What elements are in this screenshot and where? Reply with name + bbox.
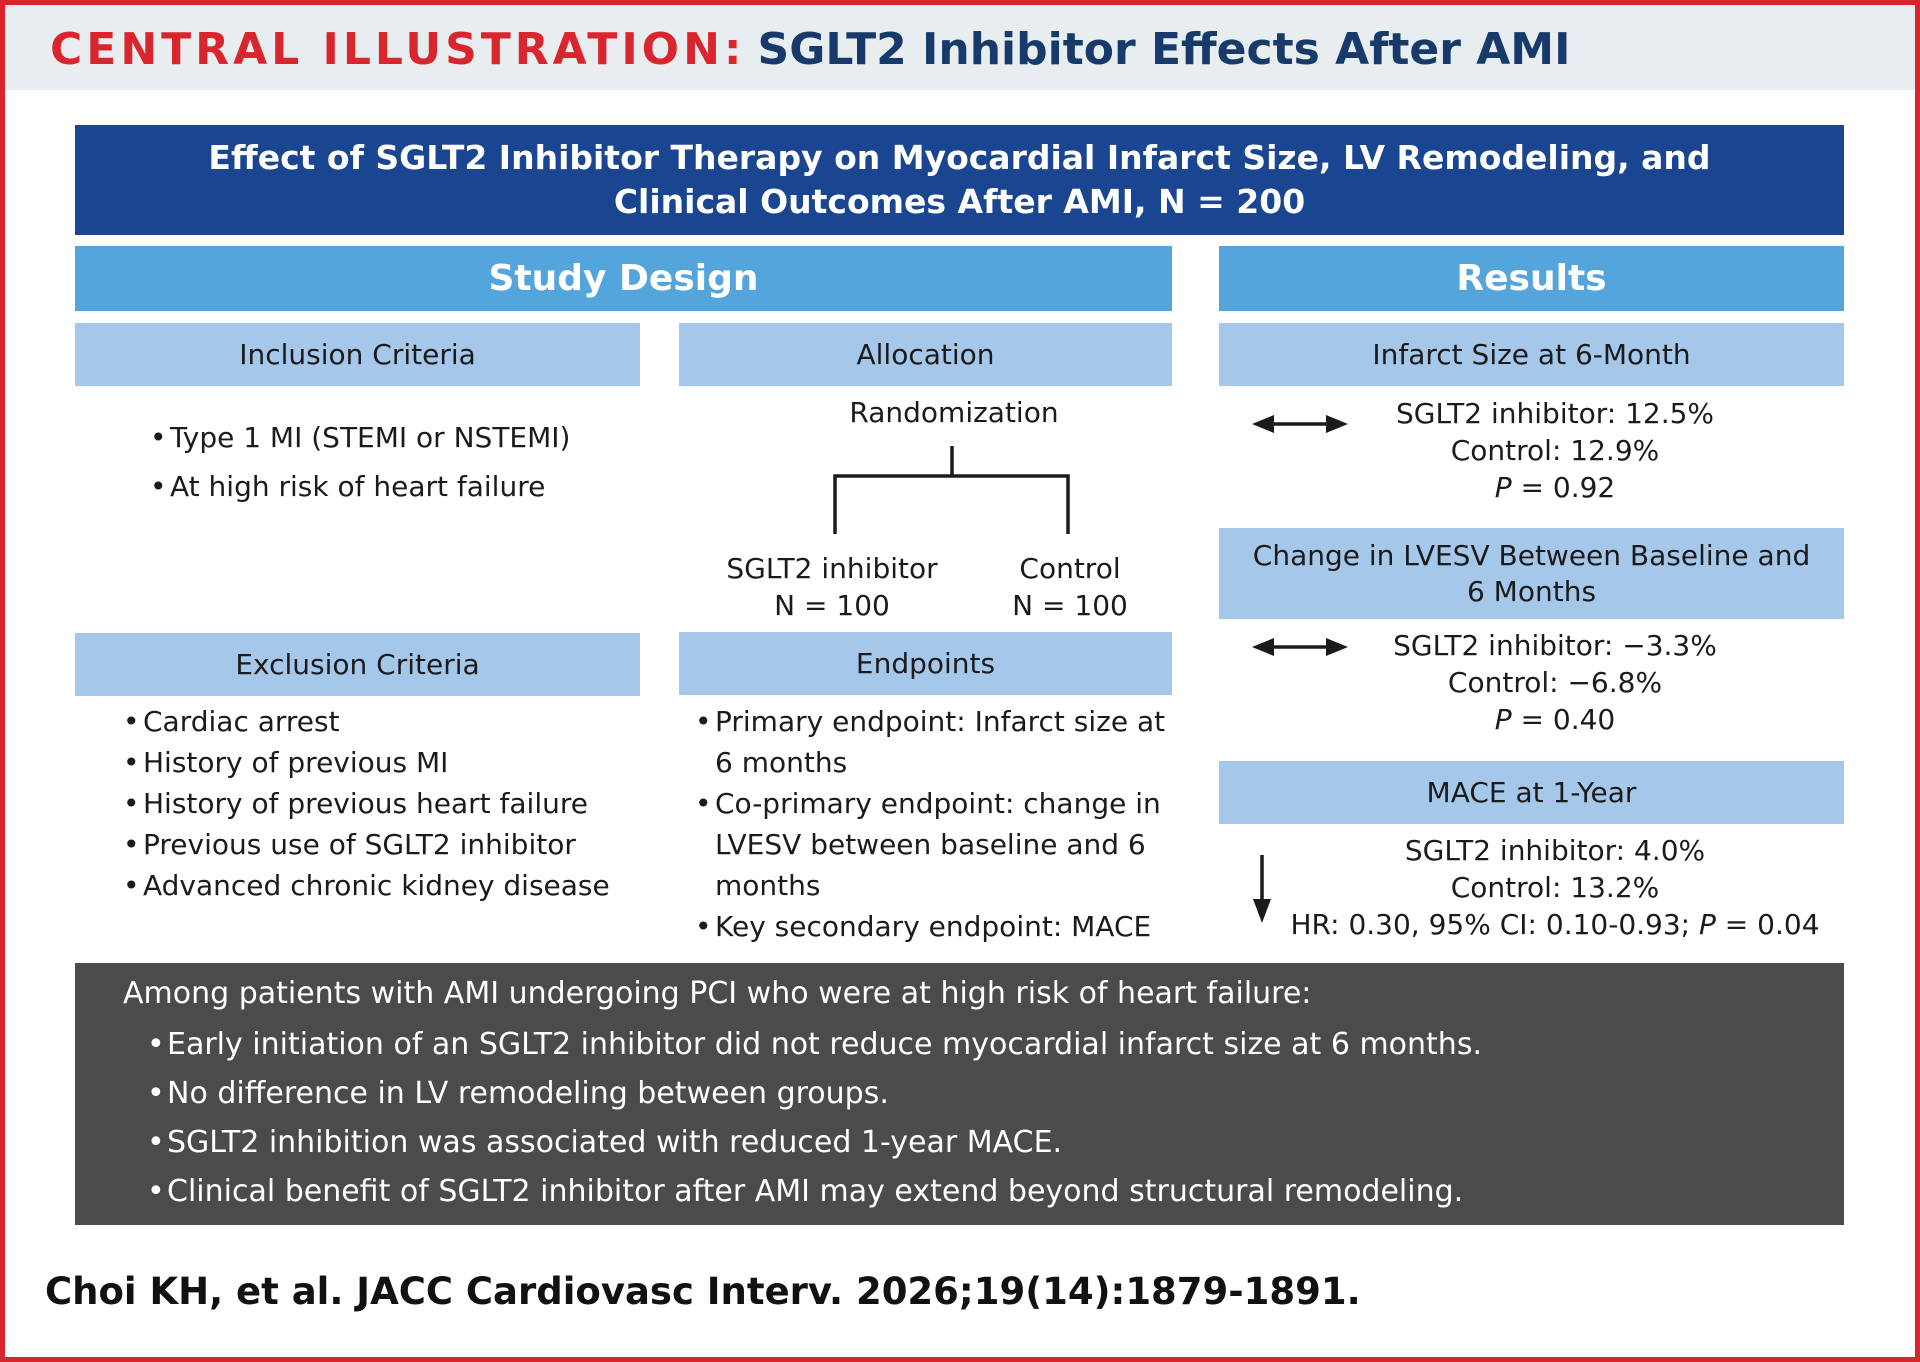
list-item: No difference in LV remodeling between g…: [147, 1069, 1482, 1118]
control-value: Control: 13.2%: [1450, 871, 1660, 904]
mace-header: MACE at 1-Year: [1219, 761, 1844, 824]
endpoints-header: Endpoints: [679, 632, 1172, 695]
list-item: Clinical benefit of SGLT2 inhibitor afte…: [147, 1167, 1482, 1216]
citation: Choi KH, et al. JACC Cardiovasc Interv. …: [45, 1270, 1361, 1313]
double-arrow-icon: [1252, 415, 1348, 433]
arm-name: Control: [1019, 552, 1121, 585]
endpoints-list: Primary endpoint: Infarct size at 6 mont…: [695, 701, 1175, 947]
summary-list: Early initiation of an SGLT2 inhibitor d…: [147, 1020, 1482, 1216]
study-title-line-1: Effect of SGLT2 Inhibitor Therapy on Myo…: [208, 138, 1711, 177]
list-item: History of previous heart failure: [123, 783, 643, 824]
randomization-label: Randomization: [849, 396, 1059, 429]
lvesv-change-header: Change in LVESV Between Baseline and 6 M…: [1219, 528, 1844, 619]
list-item: Type 1 MI (STEMI or NSTEMI): [150, 413, 620, 462]
list-item: Previous use of SGLT2 inhibitor: [123, 824, 643, 865]
inclusion-criteria-list: Type 1 MI (STEMI or NSTEMI) At high risk…: [150, 413, 620, 511]
header-label: CENTRAL ILLUSTRATION:: [50, 24, 746, 75]
header-subject: SGLT2 Inhibitor Effects After AMI: [757, 24, 1571, 75]
p-value: P = 0.92: [1494, 471, 1616, 504]
list-item: Primary endpoint: Infarct size at 6 mont…: [695, 701, 1175, 783]
results-header: Results: [1219, 246, 1844, 311]
infarct-size-header: Infarct Size at 6-Month: [1219, 323, 1844, 386]
control-value: Control: −6.8%: [1447, 666, 1663, 699]
allocation-arm-control: Control N = 100: [990, 550, 1150, 624]
bracket-arms: [833, 474, 1070, 534]
down-arrow-icon: [1253, 855, 1271, 923]
infarct-size-results: SGLT2 inhibitor: 12.5% Control: 12.9% P …: [1330, 395, 1780, 506]
study-design-header: Study Design: [75, 246, 1172, 311]
study-title-line-2: Clinical Outcomes After AMI, N = 200: [613, 182, 1306, 221]
study-title-banner: Effect of SGLT2 Inhibitor Therapy on Myo…: [75, 125, 1844, 235]
sglt2-value: SGLT2 inhibitor: 12.5%: [1395, 397, 1715, 430]
list-item: Cardiac arrest: [123, 701, 643, 742]
list-item: Early initiation of an SGLT2 inhibitor d…: [147, 1020, 1482, 1069]
p-value: P = 0.40: [1494, 703, 1616, 736]
mace-results: SGLT2 inhibitor: 4.0% Control: 13.2% HR:…: [1280, 832, 1830, 943]
arm-name: SGLT2 inhibitor: [726, 552, 938, 585]
list-item: SGLT2 inhibition was associated with red…: [147, 1118, 1482, 1167]
lvesv-results: SGLT2 inhibitor: −3.3% Control: −6.8% P …: [1330, 627, 1780, 738]
hazard-ratio: HR: 0.30, 95% CI: 0.10-0.93; P = 0.04: [1290, 908, 1820, 941]
arm-n: N = 100: [1012, 589, 1128, 622]
allocation-header: Allocation: [679, 323, 1172, 386]
allocation-arm-sglt2: SGLT2 inhibitor N = 100: [712, 550, 952, 624]
central-illustration-title: CENTRAL ILLUSTRATION: SGLT2 Inhibitor Eff…: [50, 20, 1570, 80]
control-value: Control: 12.9%: [1450, 434, 1660, 467]
allocation-bracket: [833, 446, 1070, 534]
list-item: At high risk of heart failure: [150, 462, 620, 511]
summary-box: Among patients with AMI undergoing PCI w…: [75, 963, 1844, 1225]
double-arrow-icon: [1252, 638, 1348, 656]
sglt2-value: SGLT2 inhibitor: 4.0%: [1404, 834, 1706, 867]
list-item: Co-primary endpoint: change in LVESV bet…: [695, 783, 1175, 906]
exclusion-criteria-list: Cardiac arrest History of previous MI Hi…: [123, 701, 643, 906]
arm-n: N = 100: [774, 589, 890, 622]
list-item: Key secondary endpoint: MACE: [695, 906, 1175, 947]
list-item: Advanced chronic kidney disease: [123, 865, 643, 906]
sglt2-value: SGLT2 inhibitor: −3.3%: [1393, 629, 1717, 662]
exclusion-criteria-header: Exclusion Criteria: [75, 633, 640, 696]
lvesv-header-line-2: 6 Months: [1466, 574, 1597, 608]
lvesv-header-line-1: Change in LVESV Between Baseline and: [1252, 538, 1811, 572]
inclusion-criteria-header: Inclusion Criteria: [75, 323, 640, 386]
summary-intro: Among patients with AMI undergoing PCI w…: [123, 976, 1312, 1011]
list-item: History of previous MI: [123, 742, 643, 783]
header-band: [5, 5, 1915, 90]
